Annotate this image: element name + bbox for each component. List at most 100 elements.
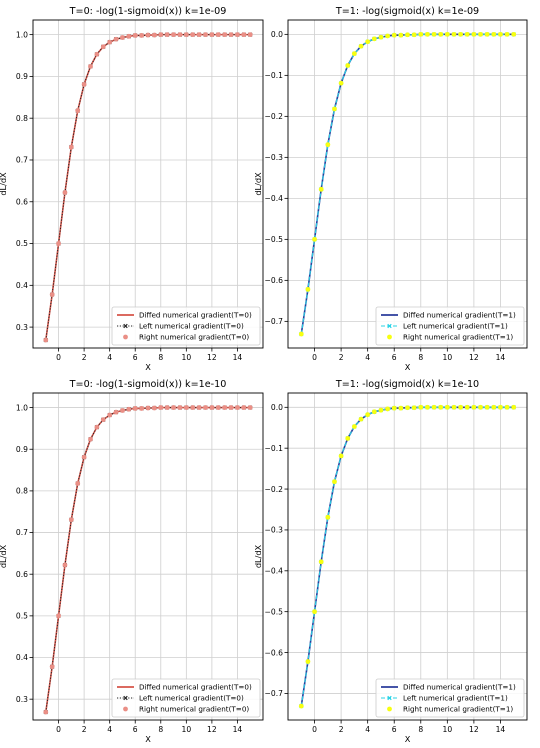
data-point (418, 404, 424, 410)
series-2 (299, 405, 516, 709)
series-line (300, 406, 514, 707)
y-tick-label: 0.3 (16, 695, 28, 704)
y-tick-label: 0.5 (16, 612, 28, 621)
data-point (378, 34, 384, 40)
y-tick-label: −0.4 (265, 194, 284, 203)
data-point (431, 404, 437, 410)
data-point (458, 31, 464, 37)
x-tick-label: 10 (181, 353, 191, 362)
data-point (164, 32, 170, 38)
data-point (171, 32, 176, 38)
y-tick-label: −0.7 (265, 317, 284, 326)
data-point (498, 31, 503, 37)
y-tick-label: 0.4 (16, 281, 28, 290)
data-point (215, 405, 221, 410)
axes-frame (287, 392, 528, 721)
data-point (425, 404, 430, 410)
y-tick-label: −0.1 (265, 71, 284, 80)
data-point (235, 405, 240, 410)
x-tick-label: 4 (365, 353, 370, 362)
data-point (158, 32, 164, 38)
data-point (371, 409, 377, 415)
x-tick-label: 0 (312, 725, 317, 734)
data-point (351, 424, 357, 429)
data-point (332, 106, 337, 112)
data-point (107, 39, 113, 45)
chart-panel-4: 0 2 4 6 8 10 12 14 −0.7 −0.6 −0.5 −0.4 −0.3 −0.2 −0.1 0… (253, 379, 528, 744)
data-point (484, 404, 490, 410)
y-axis-label: dL/dX (253, 544, 263, 568)
y-tick-label: 0.9 (16, 445, 28, 454)
legend-item-2: Left numerical gradient(T=1) (381, 322, 508, 331)
x-tick-label: 12 (207, 353, 217, 362)
data-point (151, 32, 157, 38)
data-point (305, 659, 311, 664)
x-tick-label: 10 (442, 725, 452, 734)
data-point (100, 417, 106, 423)
legend-box (375, 306, 525, 346)
data-point (235, 32, 240, 38)
x-tick-label: 6 (392, 725, 397, 734)
x-tick-label: 6 (392, 353, 397, 362)
series-1 (44, 33, 251, 341)
x-tick-label: 8 (158, 725, 163, 734)
legend-label: Right numerical gradient(T=1) (403, 333, 513, 342)
data-point (318, 559, 324, 565)
data-point (132, 406, 138, 411)
data-point (325, 142, 331, 148)
data-point (438, 31, 444, 37)
x-tick-label: 14 (496, 353, 506, 362)
legend-item-3: Right numerical gradient(T=0) (123, 333, 249, 342)
x-tick-label: 2 (82, 353, 87, 362)
data-point (391, 405, 397, 411)
data-point (411, 32, 417, 38)
data-point (132, 33, 138, 38)
data-point (378, 407, 384, 413)
legend-label: Diffed numerical gradient(T=0) (139, 311, 252, 320)
chart-panel-2: 0 2 4 6 8 10 12 14 −0.7 −0.6 −0.5 −0.4 −0.3 −0.2 −0.1 0… (253, 6, 528, 372)
x-tick-label: 12 (469, 725, 479, 734)
y-tick-label: −0.6 (265, 648, 284, 657)
legend-label: Right numerical gradient(T=1) (403, 705, 513, 714)
legend-marker (123, 334, 128, 340)
data-point (358, 43, 364, 49)
series-1 (44, 406, 251, 713)
data-point (56, 613, 61, 619)
legend-marker (387, 706, 392, 712)
data-point (504, 404, 510, 410)
data-point (222, 405, 228, 410)
legend-label: Right numerical gradient(T=0) (139, 333, 249, 342)
legend-label: Left numerical gradient(T=1) (403, 322, 508, 331)
data-point (478, 31, 483, 37)
y-tick-label: −0.5 (265, 235, 284, 244)
data-point (247, 405, 253, 410)
legend-marker (123, 323, 128, 329)
data-point (491, 31, 497, 37)
data-point (498, 404, 503, 410)
data-point (88, 63, 93, 69)
data-point (177, 405, 183, 410)
data-point (113, 409, 119, 415)
data-point (431, 31, 437, 37)
legend-label: Left numerical gradient(T=0) (139, 694, 244, 703)
data-point (43, 337, 49, 343)
data-point (325, 514, 331, 520)
x-axis-label: X (145, 362, 151, 372)
series-line (44, 406, 251, 713)
data-point (471, 404, 477, 410)
series-2 (299, 32, 516, 337)
legend-marker (387, 334, 392, 340)
data-point (81, 454, 87, 460)
data-point (365, 39, 371, 45)
data-point (464, 31, 470, 37)
y-tick-label: 0.8 (16, 487, 28, 496)
data-point (190, 405, 196, 410)
data-point (62, 190, 68, 195)
data-point (190, 32, 196, 38)
x-tick-label: 6 (133, 353, 138, 362)
series-line (300, 406, 514, 707)
x-tick-label: 10 (181, 725, 191, 734)
series-3 (298, 31, 517, 337)
chart-title: T=1: -log(sigmoid(x) k=1e-10 (335, 379, 479, 390)
x-axis-label: X (405, 734, 411, 744)
